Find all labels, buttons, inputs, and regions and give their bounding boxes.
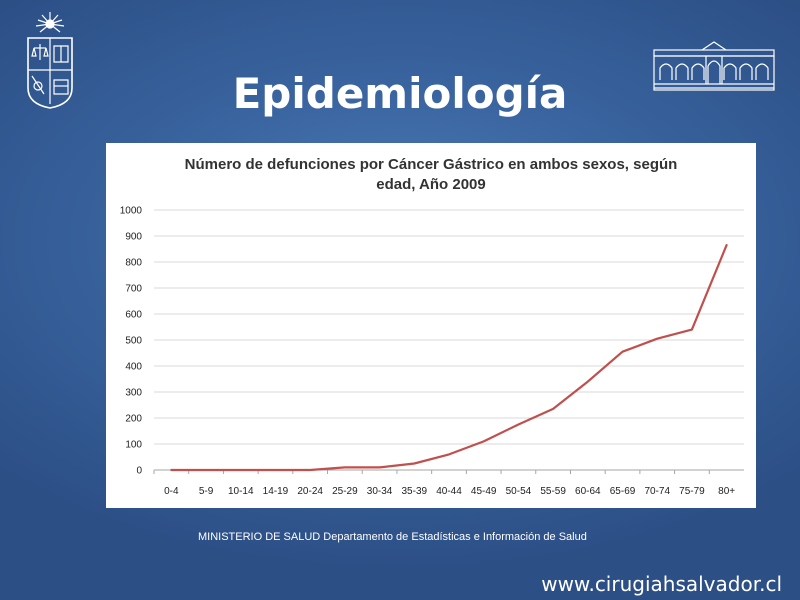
y-tick-label: 200 (125, 414, 142, 425)
university-crest-icon (27, 12, 73, 109)
x-tick-label: 20-24 (297, 486, 323, 497)
y-tick-label: 300 (125, 388, 142, 399)
x-tick-label: 55-59 (540, 486, 566, 497)
x-tick-label: 60-64 (575, 486, 601, 497)
chart-panel: Número de defunciones por Cáncer Gástric… (106, 143, 756, 508)
chart-title-line-1: Número de defunciones por Cáncer Gástric… (185, 156, 678, 173)
slide-title: Epidemiología (232, 69, 568, 119)
chart-title-line-2: edad, Año 2009 (376, 176, 485, 193)
x-tick-label: 50-54 (506, 486, 532, 497)
x-tick-label: 5-9 (199, 486, 214, 497)
x-tick-label: 40-44 (436, 486, 462, 497)
y-tick-label: 100 (125, 440, 142, 451)
x-tick-label: 10-14 (228, 486, 254, 497)
y-tick-label: 500 (125, 336, 142, 347)
x-tick-label: 75-79 (679, 486, 705, 497)
x-tick-label: 14-19 (263, 486, 289, 497)
website-url[interactable]: www.cirugiahsalvador.cl (541, 572, 782, 596)
x-tick-label: 30-34 (367, 486, 393, 497)
series-line (170, 243, 728, 472)
line-chart: Número de defunciones por Cáncer Gástric… (120, 156, 744, 497)
x-tick-label: 25-29 (332, 486, 358, 497)
building-facade-icon (653, 41, 775, 91)
x-tick-label: 45-49 (471, 486, 497, 497)
y-tick-label: 800 (125, 258, 142, 269)
x-tick-label: 65-69 (610, 486, 636, 497)
x-tick-label: 70-74 (644, 486, 670, 497)
x-tick-label: 0-4 (164, 486, 179, 497)
y-tick-label: 1000 (120, 206, 143, 217)
source-note: MINISTERIO DE SALUD Departamento de Esta… (198, 531, 587, 543)
x-tick-label: 35-39 (402, 486, 428, 497)
y-tick-label: 400 (125, 362, 142, 373)
y-tick-label: 900 (125, 232, 142, 243)
y-tick-label: 0 (136, 466, 142, 477)
x-tick-label: 80+ (718, 486, 735, 497)
y-tick-label: 700 (125, 284, 142, 295)
y-tick-label: 600 (125, 310, 142, 321)
